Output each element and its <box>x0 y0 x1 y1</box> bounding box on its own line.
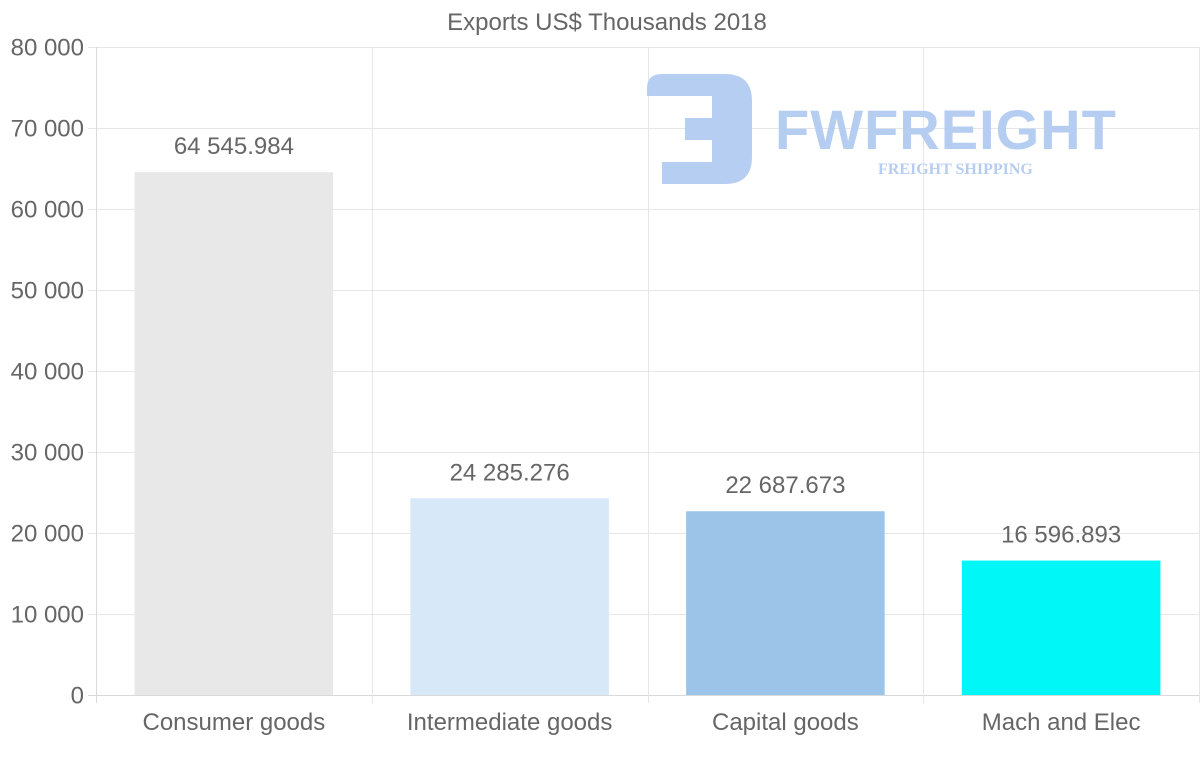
y-tick-label: 0 <box>71 683 84 710</box>
y-tick-label: 60 000 <box>11 197 84 224</box>
labels-layer: 0 10 000 20 000 30 000 40 000 50 000 60 000 70 … <box>11 35 1141 737</box>
y-tick-label: 70 000 <box>11 116 84 143</box>
bars-layer <box>134 172 1161 695</box>
bar-value-label: 64 545.984 <box>174 133 294 160</box>
y-tick-label: 50 000 <box>11 278 84 305</box>
bar-value-label: 22 687.673 <box>725 472 845 499</box>
x-category-label: Intermediate goods <box>407 709 612 736</box>
bar-value-label: 24 285.276 <box>450 459 570 486</box>
bar[interactable] <box>410 498 609 695</box>
bar[interactable] <box>134 172 334 695</box>
fwfreight-logo-icon <box>647 74 752 184</box>
y-tick-label: 80 000 <box>11 35 84 62</box>
bar[interactable] <box>686 511 885 695</box>
bar[interactable] <box>961 560 1161 695</box>
y-tick-label: 20 000 <box>11 521 84 548</box>
chart-title: Exports US$ Thousands 2018 <box>447 9 767 36</box>
y-tick-label: 40 000 <box>11 359 84 386</box>
watermark-brand: FWFREIGHT <box>775 98 1117 161</box>
x-category-label: Mach and Elec <box>982 709 1141 736</box>
x-category-label: Capital goods <box>712 709 859 736</box>
y-tick-label: 30 000 <box>11 440 84 467</box>
x-category-label: Consumer goods <box>142 709 325 736</box>
y-tick-label: 10 000 <box>11 602 84 629</box>
bar-value-label: 16 596.893 <box>1001 522 1121 549</box>
fwfreight-watermark: FWFREIGHT FREIGHT SHIPPING <box>647 74 1117 184</box>
watermark-tagline: FREIGHT SHIPPING <box>878 161 1033 178</box>
